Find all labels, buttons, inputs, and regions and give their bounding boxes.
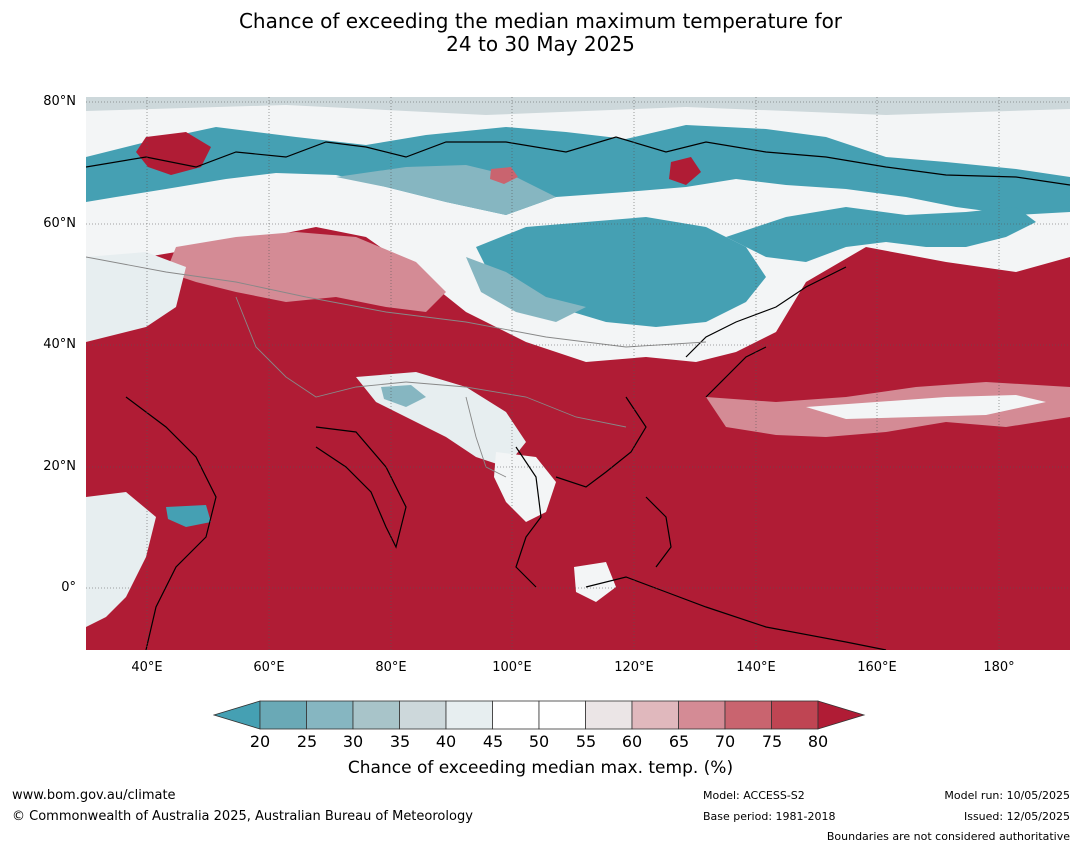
- colorbar-tick-20: 20: [249, 732, 271, 751]
- lat-label-40n: 40°N: [43, 337, 76, 352]
- ural-red-spot: [490, 167, 518, 184]
- colorbar-bin-25-30: [306, 700, 354, 730]
- lon-label-140e: 140°E: [736, 660, 776, 675]
- pacific-white-streak: [806, 395, 1046, 419]
- colorbar-bin-70-75: [724, 700, 772, 730]
- horn-of-africa-teal: [166, 505, 211, 527]
- africa-west-white: [86, 492, 156, 627]
- colorbar-bin-40-45: [445, 700, 493, 730]
- footer-model-run: Model run: 10/05/2025: [944, 789, 1070, 802]
- colorbar-tick-35: 35: [389, 732, 411, 751]
- lat-label-80n: 80°N: [43, 94, 76, 109]
- europe-white: [86, 252, 186, 342]
- lat-label-20n: 20°N: [43, 459, 76, 474]
- colorbar-bin-35-40: [399, 700, 447, 730]
- colorbar-bin-45-50: [492, 700, 540, 730]
- colorbar-tick-40: 40: [435, 732, 457, 751]
- lon-label-120e: 120°E: [614, 660, 654, 675]
- colorbar-bin-75-80: [771, 700, 819, 730]
- colorbar-extend-high: [817, 700, 866, 730]
- colorbar-bin-65-70: [678, 700, 726, 730]
- footer-disclaimer: Boundaries are not considered authoritat…: [826, 830, 1070, 843]
- footer-base-period: Base period: 1981-2018: [703, 810, 836, 823]
- colorbar-tick-60: 60: [621, 732, 643, 751]
- borneo-white: [574, 562, 616, 602]
- colorbar-tick-65: 65: [668, 732, 690, 751]
- lon-label-60e: 60°E: [253, 660, 285, 675]
- colorbar-tick-70: 70: [714, 732, 736, 751]
- colorbar-tick-75: 75: [761, 732, 783, 751]
- arctic-grey-strip: [86, 97, 1070, 115]
- colorbar-bin-50-55: [538, 700, 586, 730]
- colorbar-label: Chance of exceeding median max. temp. (%…: [347, 758, 734, 778]
- lon-label-40e: 40°E: [131, 660, 163, 675]
- tibet-teal-spot: [381, 385, 426, 407]
- footer-issued: Issued: 12/05/2025: [963, 810, 1070, 823]
- colorbar-bin-30-35: [352, 700, 400, 730]
- colorbar-tick-50: 50: [528, 732, 550, 751]
- colorbar-bin-60-65: [631, 700, 679, 730]
- lat-label-60n: 60°N: [43, 216, 76, 231]
- map-title-line-2: 24 to 30 May 2025: [446, 32, 635, 56]
- east-siberia-teal: [726, 207, 1036, 262]
- lon-label-180: 180°: [983, 660, 1015, 675]
- lon-label-80e: 80°E: [375, 660, 407, 675]
- footer-model: Model: ACCESS-S2: [703, 789, 805, 802]
- indochina-white: [494, 452, 556, 522]
- colorbar-bin-55-60: [585, 700, 633, 730]
- probability-map: [86, 97, 1070, 650]
- colorbar-tick-55: 55: [575, 732, 597, 751]
- colorbar-extend-low: [213, 700, 261, 730]
- colorbar-tick-30: 30: [342, 732, 364, 751]
- footer-url[interactable]: www.bom.gov.au/climate: [12, 788, 176, 803]
- arctic-teal-band: [86, 125, 1070, 215]
- colorbar-tick-25: 25: [296, 732, 318, 751]
- country-borders: [86, 256, 707, 478]
- graticule: [86, 97, 1070, 650]
- coastlines: [86, 136, 1070, 650]
- colorbar-tick-45: 45: [482, 732, 504, 751]
- central-asia-pink: [166, 232, 446, 312]
- lon-label-100e: 100°E: [492, 660, 532, 675]
- lat-label-0: 0°: [61, 580, 76, 595]
- map-title-line-1: Chance of exceeding the median maximum t…: [238, 9, 843, 33]
- footer-copyright: © Commonwealth of Australia 2025, Austra…: [12, 809, 473, 824]
- colorbar-bin-20-25: [259, 700, 307, 730]
- scandinavia-red: [136, 132, 211, 175]
- lon-label-160e: 160°E: [857, 660, 897, 675]
- colorbar-tick-80: 80: [807, 732, 829, 751]
- siberia-light-teal: [466, 257, 586, 322]
- siberia-red-spot: [669, 157, 701, 185]
- colorbar: [213, 700, 866, 730]
